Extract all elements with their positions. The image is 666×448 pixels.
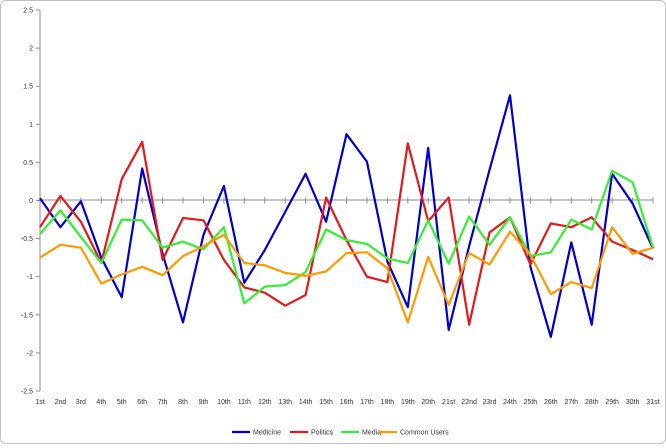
- x-tick-label: 23rd: [483, 399, 497, 406]
- y-tick-label: -1: [27, 274, 33, 281]
- x-tick-label: 9th: [199, 399, 209, 406]
- x-tick-label: 2nd: [55, 399, 67, 406]
- series-line-medicine: [39, 94, 655, 338]
- y-tick-label: -1.5: [21, 312, 33, 319]
- x-tick-label: 30th: [626, 399, 640, 406]
- y-tick-label: 0: [29, 198, 33, 205]
- legend-label-medicine: Medicine: [253, 430, 281, 437]
- legend-label-media: Media: [362, 430, 381, 437]
- y-tick-label: 1.5: [23, 84, 33, 91]
- series-line-media: [39, 169, 655, 305]
- x-tick-label: 19th: [401, 399, 415, 406]
- y-tick-label: 2: [29, 46, 33, 53]
- y-tick-label: -2: [27, 350, 33, 357]
- x-tick-label: 21st: [442, 399, 455, 406]
- legend-label-politics: Politics: [311, 430, 334, 437]
- series-lines: [39, 94, 655, 338]
- x-tick-label: 24th: [503, 399, 517, 406]
- x-tick-label: 27th: [564, 399, 578, 406]
- x-tick-label: 26th: [544, 399, 558, 406]
- x-tick-label: 4th: [96, 399, 106, 406]
- x-tick-label: 18th: [381, 399, 395, 406]
- x-tick-label: 7th: [158, 399, 168, 406]
- x-tick-label: 22nd: [461, 399, 477, 406]
- x-tick-labels: 1st 2nd 3rd 4th 5th 6th 7th 8th 9th 10th 11th 12th 1…: [35, 399, 659, 406]
- x-tick-label: 17th: [360, 399, 374, 406]
- x-tick-label: 15th: [319, 399, 333, 406]
- y-tick-marks: [36, 9, 40, 392]
- x-tick-label: 25th: [524, 399, 538, 406]
- x-tick-label: 31st: [646, 399, 659, 406]
- x-tick-label: 16th: [340, 399, 354, 406]
- x-tick-label: 11th: [238, 399, 251, 406]
- x-tick-label: 13th: [278, 399, 292, 406]
- x-tick-label: 3rd: [76, 399, 86, 406]
- x-tick-label: 28th: [585, 399, 599, 406]
- x-tick-marks: [39, 197, 654, 204]
- x-tick-label: 1st: [35, 399, 44, 406]
- y-tick-label: 1: [29, 122, 33, 129]
- legend-label-common-users: Common Users: [400, 430, 449, 437]
- y-tick-label: -0.5: [21, 236, 33, 243]
- x-tick-label: 14th: [299, 399, 313, 406]
- y-tick-label: 2.5: [23, 8, 33, 15]
- x-tick-label: 8th: [178, 399, 188, 406]
- series-line-common-users: [39, 226, 654, 324]
- x-tick-label: 6th: [137, 399, 147, 406]
- y-tick-label: 0.5: [23, 160, 33, 167]
- y-tick-label: -2.5: [21, 389, 33, 396]
- x-tick-label: 12th: [258, 399, 272, 406]
- x-tick-label: 29th: [605, 399, 619, 406]
- x-tick-label: 10th: [217, 399, 231, 406]
- legend: Medicine Politics Media Common Users: [232, 430, 449, 437]
- x-tick-label: 5th: [117, 399, 127, 406]
- x-tick-label: 20th: [421, 399, 435, 406]
- y-tick-labels: 2.5 2 1.5 1 0.5 0 -0.5 -1 -1.5 -2 -2.5: [21, 8, 33, 396]
